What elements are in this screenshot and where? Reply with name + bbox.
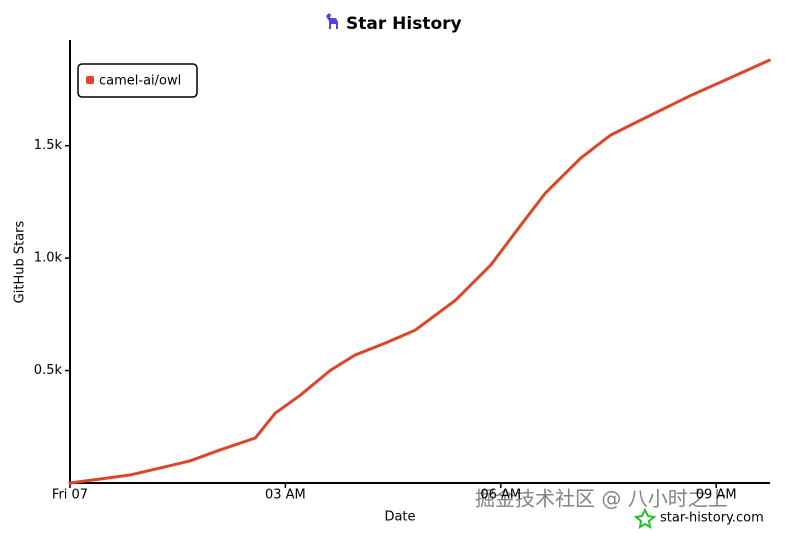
x-tick-label: Fri 07 [52, 488, 88, 503]
source-label: star-history.com [660, 511, 764, 526]
x-axis-label: Date [384, 510, 415, 525]
legend-box [77, 63, 198, 98]
source-icon [633, 507, 657, 529]
y-tick-label: 0.5k [34, 363, 63, 378]
legend-label: camel-ai/owl [99, 74, 181, 89]
x-tick-label: 03 AM [265, 488, 306, 503]
chart-title: Star History [346, 14, 462, 34]
title-icon [326, 13, 338, 29]
x-tick-label: 09 AM [696, 488, 737, 503]
y-tick-label: 1.0k [34, 251, 63, 266]
x-tick-label: 06 AM [480, 488, 521, 503]
series-line [68, 58, 771, 485]
watermark: 掘金技术社区 @ 八小时之上 [475, 487, 728, 511]
y-tick-label: 1.5k [34, 138, 63, 153]
y-axis-label: GitHub Stars [13, 220, 28, 303]
legend-swatch [86, 76, 94, 84]
